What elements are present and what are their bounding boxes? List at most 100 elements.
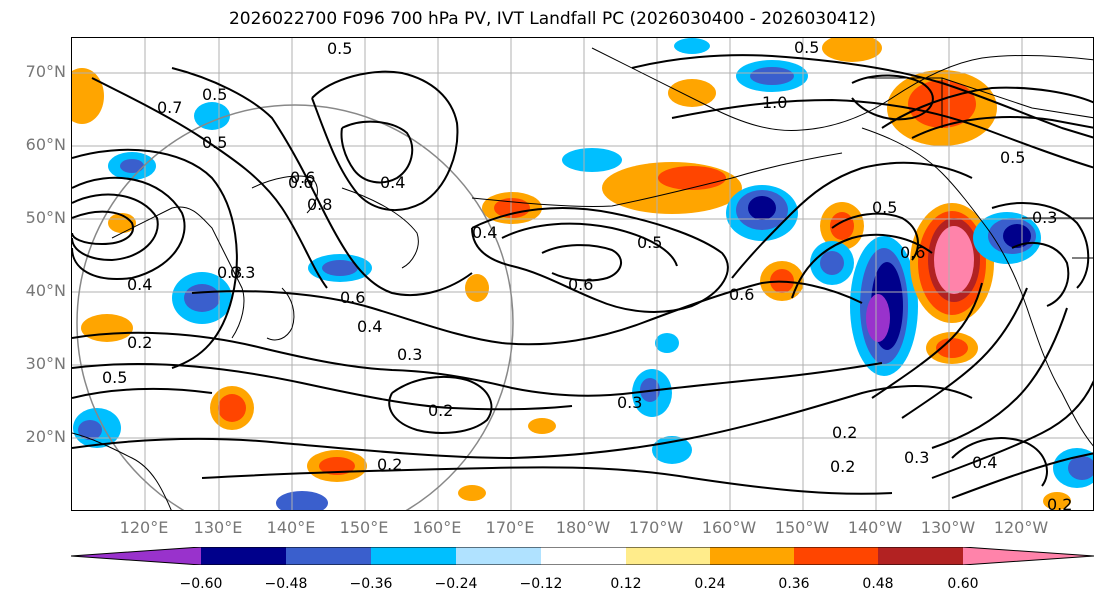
colorbar-tick: 0.60 bbox=[947, 576, 979, 592]
contour-label: 0.6 bbox=[729, 285, 754, 304]
anomaly-negative bbox=[322, 260, 358, 276]
anomaly-negative bbox=[120, 159, 144, 173]
colorbar-tick: −0.36 bbox=[349, 576, 393, 592]
anomaly-positive bbox=[108, 213, 136, 233]
colorbar-tick: −0.12 bbox=[519, 576, 563, 592]
colorbar-extend-min bbox=[71, 547, 201, 565]
colorbar-extend-max bbox=[963, 547, 1094, 565]
contour-label: 0.2 bbox=[428, 401, 453, 420]
contour-label: 0.5 bbox=[872, 198, 897, 217]
colorbar-segment bbox=[286, 547, 371, 565]
lat-label-50n: 50°N bbox=[25, 208, 66, 227]
lon-label-120e: 120°E bbox=[119, 518, 169, 537]
colorbar-segment bbox=[626, 547, 710, 565]
contour-label: 0.4 bbox=[472, 223, 497, 242]
anomaly-positive bbox=[319, 457, 355, 475]
graticule bbox=[72, 38, 1093, 510]
contour-label: 0.5 bbox=[794, 38, 819, 57]
contour-label: 0.6 bbox=[340, 288, 365, 307]
lon-label-160w: 160°W bbox=[701, 518, 757, 537]
contour-label: 0.6 bbox=[288, 173, 313, 192]
colorbar-segment bbox=[541, 547, 626, 565]
colorbar-segment bbox=[456, 547, 541, 565]
anomaly-negative bbox=[820, 251, 844, 275]
lon-label-140w: 140°W bbox=[847, 518, 903, 537]
lat-label-40n: 40°N bbox=[25, 281, 66, 300]
colorbar-segment bbox=[878, 547, 963, 565]
anomaly-negative bbox=[674, 38, 710, 54]
anomaly-positive bbox=[934, 226, 974, 294]
colorbar-tick: 0.24 bbox=[694, 576, 726, 592]
map-title: 2026022700 F096 700 hPa PV, IVT Landfall… bbox=[228, 9, 876, 29]
lat-label-70n: 70°N bbox=[25, 62, 66, 81]
contour-label: 0.3 bbox=[230, 263, 255, 282]
anomaly-negative bbox=[276, 491, 328, 510]
contour-label: 0.8 bbox=[307, 195, 332, 214]
contour-label: 0.6 bbox=[290, 168, 315, 187]
lon-label-150e: 150°E bbox=[339, 518, 389, 537]
contour-label: 0.2 bbox=[377, 455, 402, 474]
colorbar-segment bbox=[371, 547, 456, 565]
anomaly-positive bbox=[1043, 492, 1071, 510]
anomaly-negative bbox=[562, 148, 622, 172]
lat-label-30n: 30°N bbox=[25, 354, 66, 373]
anomaly-negative bbox=[750, 67, 794, 85]
contour-label: 0.4 bbox=[357, 317, 382, 336]
contour-label: 0.5 bbox=[202, 85, 227, 104]
contour-label: 0.2 bbox=[832, 423, 857, 442]
contour-label: 0.4 bbox=[380, 173, 405, 192]
anomaly-negative bbox=[184, 284, 220, 312]
colorbar-segment bbox=[794, 547, 878, 565]
colorbar-svg bbox=[70, 546, 1095, 566]
anomaly-positive bbox=[72, 68, 104, 124]
colorbar-tick: −0.60 bbox=[179, 576, 223, 592]
contour-label: 0.2 bbox=[830, 457, 855, 476]
lon-label-130e: 130°E bbox=[193, 518, 243, 537]
contour-label: 0.2 bbox=[127, 333, 152, 352]
lat-label-60n: 60°N bbox=[25, 135, 66, 154]
contour-label: 0.7 bbox=[157, 98, 182, 117]
anomaly-negative bbox=[655, 333, 679, 353]
anomaly-positive bbox=[822, 38, 882, 62]
coastlines bbox=[72, 47, 1093, 510]
colorbar-tick: −0.24 bbox=[434, 576, 478, 592]
contour-label: 0.3 bbox=[617, 393, 642, 412]
contour-label: 0.2 bbox=[1047, 495, 1072, 511]
contour-label: 0.3 bbox=[217, 263, 242, 282]
lon-label-170e: 170°E bbox=[485, 518, 535, 537]
anomaly-positive bbox=[668, 79, 716, 107]
contour-labels: 0.5 0.4 0.6 0.8 0.5 0.7 1.0 0.5 0.3 0.4 … bbox=[102, 38, 1072, 511]
contour-label: 0.3 bbox=[397, 345, 422, 364]
contour-label: 1.0 bbox=[762, 93, 787, 112]
lat-label-20n: 20°N bbox=[25, 427, 66, 446]
contour-label: 0.3 bbox=[904, 448, 929, 467]
lon-label-130w: 130°W bbox=[920, 518, 976, 537]
colorbar-segment bbox=[710, 547, 794, 565]
lon-label-160e: 160°E bbox=[412, 518, 462, 537]
contour-label: 0.3 bbox=[1032, 208, 1057, 227]
contour-label: 0.4 bbox=[127, 275, 152, 294]
pv-contours bbox=[72, 54, 1093, 499]
anomaly-negative bbox=[1068, 456, 1093, 480]
anomaly-positive bbox=[81, 314, 133, 342]
anomaly-negative bbox=[866, 294, 890, 342]
anomaly-positive bbox=[458, 485, 486, 501]
map-panel: 0.5 0.4 0.6 0.8 0.5 0.7 1.0 0.5 0.3 0.4 … bbox=[71, 37, 1094, 511]
colorbar bbox=[70, 546, 1095, 566]
anomaly-negative bbox=[1003, 224, 1031, 248]
colorbar-tick: 0.48 bbox=[862, 576, 894, 592]
contour-label: 0.6 bbox=[900, 243, 925, 262]
anomaly-positive bbox=[218, 394, 246, 422]
anomaly-positive bbox=[528, 418, 556, 434]
colorbar-tick: −0.48 bbox=[264, 576, 308, 592]
anomaly-negative bbox=[748, 196, 776, 220]
anomaly-positive bbox=[936, 338, 968, 358]
contour-label: 0.5 bbox=[102, 368, 127, 387]
map-canvas: 0.5 0.4 0.6 0.8 0.5 0.7 1.0 0.5 0.3 0.4 … bbox=[72, 38, 1093, 511]
lon-label-180w: 180°W bbox=[555, 518, 611, 537]
contour-label: 0.5 bbox=[637, 233, 662, 252]
lon-label-140e: 140°E bbox=[266, 518, 316, 537]
contour-label: 0.5 bbox=[1000, 148, 1025, 167]
contour-label: 0.5 bbox=[327, 39, 352, 58]
anomaly-negative bbox=[652, 436, 692, 464]
